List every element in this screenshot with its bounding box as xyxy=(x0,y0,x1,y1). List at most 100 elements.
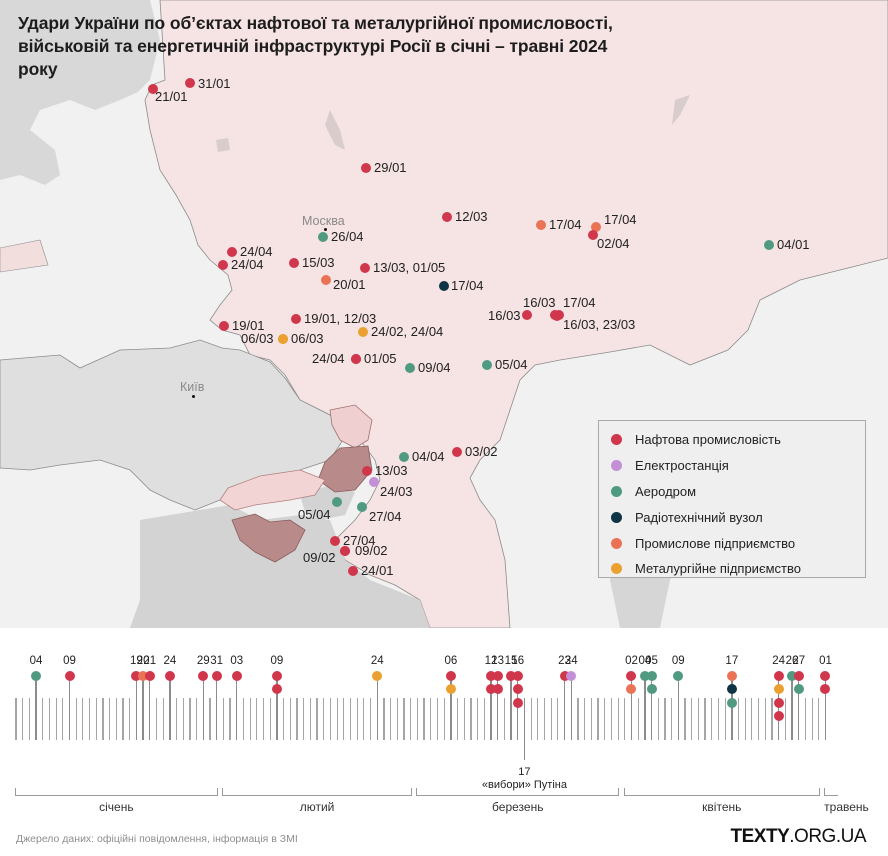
marker-date-label: 04/01 xyxy=(777,237,810,252)
month-label: квітень xyxy=(702,800,742,814)
day-tick xyxy=(242,698,245,740)
airfield-event-dot-icon xyxy=(793,684,804,695)
event-day-label: 01 xyxy=(819,655,832,667)
day-tick xyxy=(383,698,385,740)
oil-marker-icon xyxy=(522,310,532,320)
day-tick xyxy=(55,698,57,740)
city-label: Київ xyxy=(180,380,205,394)
event-stem xyxy=(510,676,512,740)
oil-event-dot-icon xyxy=(506,671,517,681)
event-stem xyxy=(450,676,452,740)
marker-date-label: 20/01 xyxy=(333,277,366,292)
annotation-day: 17 xyxy=(518,766,531,778)
page-title: Удари України по об’єктах нафтової та ме… xyxy=(18,13,613,79)
day-tick xyxy=(189,698,191,740)
oil-marker-icon xyxy=(351,354,361,364)
event-stem xyxy=(149,676,151,740)
airfield-event-dot-icon xyxy=(646,684,657,695)
event-stem xyxy=(798,676,800,740)
day-tick xyxy=(316,698,318,740)
day-tick xyxy=(477,698,479,740)
oil-event-dot-icon xyxy=(512,671,523,681)
marker-date-label: 09/02 xyxy=(355,543,388,558)
day-tick xyxy=(691,698,693,740)
day-tick xyxy=(403,698,405,740)
event-day-label: 29 xyxy=(196,655,210,667)
oil-marker-icon xyxy=(289,258,299,268)
source-note: Джерело даних: офіційні повідомлення, ін… xyxy=(16,833,298,845)
day-tick xyxy=(309,698,311,740)
month-bracket xyxy=(15,788,218,796)
marker-date-label: 01/05 xyxy=(364,351,397,366)
marker-date-label: 16/03 xyxy=(488,308,521,323)
day-tick xyxy=(757,698,760,740)
event-stem xyxy=(276,676,278,740)
oil-event-dot-icon xyxy=(198,671,209,681)
day-tick xyxy=(336,698,338,740)
event-stem xyxy=(490,676,492,740)
event-stem xyxy=(68,676,71,740)
oil-marker-icon xyxy=(291,314,301,324)
month-label: травень xyxy=(824,800,869,814)
event-day-label: 03 xyxy=(230,655,244,667)
day-tick xyxy=(784,698,786,740)
power-marker-icon xyxy=(369,477,379,487)
oil-event-dot-icon xyxy=(485,684,496,695)
day-tick xyxy=(115,698,117,740)
marker-date-label: 24/04 xyxy=(240,244,273,259)
marker-date-label: 13/03 xyxy=(375,463,408,478)
day-tick xyxy=(711,698,713,740)
airfield-marker-icon xyxy=(764,240,774,250)
day-tick xyxy=(724,698,726,740)
oil-event-dot-icon xyxy=(211,671,222,681)
day-tick xyxy=(42,698,44,740)
event-stem xyxy=(777,676,780,740)
day-tick xyxy=(323,698,325,740)
day-tick xyxy=(671,698,673,740)
day-tick xyxy=(764,698,766,740)
oil-event-dot-icon xyxy=(231,671,242,681)
industrial-marker-icon xyxy=(591,222,601,232)
event-stem xyxy=(169,676,171,740)
day-tick xyxy=(436,698,439,740)
event-day-label: 26 xyxy=(785,655,799,667)
day-tick xyxy=(122,698,124,740)
day-tick xyxy=(296,698,298,740)
day-tick xyxy=(751,698,753,740)
marker-date-label: 31/01 xyxy=(198,76,231,91)
metallurgy-dot-icon xyxy=(611,563,622,575)
event-day-label: 19 xyxy=(130,655,143,667)
oil-event-dot-icon xyxy=(131,671,142,681)
marker-date-label: 09/04 xyxy=(418,360,451,375)
industrial-event-dot-icon xyxy=(726,671,737,681)
oil-event-dot-icon xyxy=(271,671,282,681)
event-day-label: 24 xyxy=(370,655,384,667)
event-day-label: 12 xyxy=(484,655,498,667)
oil-event-dot-icon xyxy=(773,671,784,681)
legend-item-oil: Нафтова промисловість xyxy=(611,427,865,453)
marker-date-label: 06/03 xyxy=(291,331,324,346)
event-stem xyxy=(202,676,204,740)
day-tick xyxy=(15,698,17,740)
airfield-event-dot-icon xyxy=(639,671,650,681)
day-tick xyxy=(222,698,224,740)
legend-label: Електростанція xyxy=(635,458,729,474)
event-day-label: 15 xyxy=(504,655,518,667)
day-tick xyxy=(109,698,111,740)
day-tick xyxy=(704,698,706,740)
day-tick xyxy=(543,698,546,740)
day-tick xyxy=(22,698,24,740)
marker-date-label: 24/04 xyxy=(312,351,345,366)
month-bracket xyxy=(222,788,412,796)
event-stem xyxy=(236,676,238,740)
oil-marker-icon xyxy=(185,78,195,88)
event-day-label: 09 xyxy=(270,655,284,667)
oil-event-dot-icon xyxy=(559,671,570,681)
day-tick xyxy=(503,698,505,740)
airfield-marker-icon xyxy=(405,363,415,373)
oil-marker-icon xyxy=(452,447,462,457)
marker-date-label: 24/02, 24/04 xyxy=(371,324,444,339)
oil-marker-icon xyxy=(219,321,229,331)
day-tick xyxy=(303,698,305,740)
oil-marker-icon xyxy=(330,536,340,546)
